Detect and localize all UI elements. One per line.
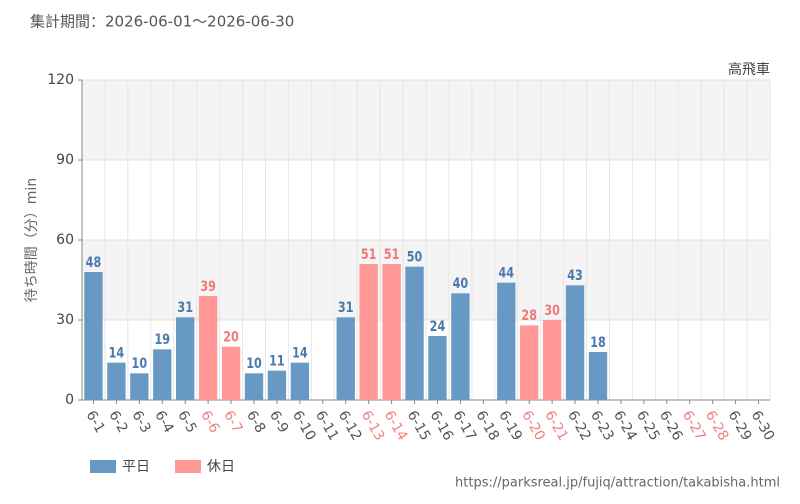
x-tick-label: 6-30: [748, 408, 778, 444]
x-tick-label: 6-15: [404, 408, 434, 444]
value-label: 44: [498, 264, 514, 281]
bar: [221, 346, 241, 400]
x-tick-label: 6-24: [610, 408, 640, 444]
bar: [428, 336, 447, 400]
x-tick-label: 6-1: [83, 408, 108, 436]
legend-swatch: [90, 460, 116, 473]
bar: [497, 282, 516, 400]
x-tick-label: 6-4: [151, 408, 176, 436]
x-tick-label: 6-8: [243, 408, 268, 436]
value-label: 28: [521, 307, 537, 324]
x-tick-label: 6-2: [105, 408, 130, 436]
x-tick-label: 6-11: [312, 408, 342, 444]
bar: [198, 296, 218, 400]
x-tick-label: 6-9: [266, 408, 291, 436]
value-label: 31: [338, 299, 354, 316]
x-tick-label: 6-7: [220, 408, 245, 436]
value-label: 10: [246, 355, 262, 372]
value-label: 24: [430, 318, 446, 335]
legend-swatch: [175, 460, 201, 473]
value-label: 39: [200, 278, 216, 295]
value-label: 14: [292, 344, 308, 361]
legend-label: 平日: [122, 459, 150, 475]
x-tick-label: 6-14: [381, 408, 411, 444]
x-tick-label: 6-3: [128, 408, 153, 436]
value-label: 11: [269, 352, 285, 369]
y-tick-label: 120: [47, 72, 74, 88]
x-tick-label: 6-23: [587, 408, 617, 444]
chart-subtitle: 高飛車: [728, 61, 770, 78]
bar: [542, 320, 562, 400]
x-tick-label: 6-19: [495, 408, 525, 444]
y-tick-label: 0: [65, 392, 74, 408]
bar: [382, 264, 401, 400]
value-label: 50: [407, 248, 423, 265]
value-label: 10: [132, 355, 148, 372]
bar: [359, 264, 378, 400]
x-tick-label: 6-13: [358, 408, 388, 444]
bar: [176, 317, 195, 400]
y-tick-label: 30: [56, 312, 74, 328]
x-tick-label: 6-28: [702, 408, 732, 444]
source-url: https://parksreal.jp/fujiq/attraction/ta…: [455, 476, 780, 491]
x-tick-label: 6-16: [427, 408, 457, 444]
value-label: 51: [384, 246, 400, 263]
chart-title: 集計期間：2026-06-01〜2026-06-30: [30, 13, 294, 31]
y-axis-label: 待ち時間（分）min: [24, 178, 40, 302]
x-tick-label: 6-20: [518, 408, 548, 444]
x-tick-label: 6-21: [541, 408, 571, 444]
bar: [153, 349, 172, 400]
bar: [588, 352, 608, 400]
value-label: 48: [86, 254, 102, 271]
x-tick-label: 6-29: [725, 408, 755, 444]
bar: [107, 362, 126, 400]
bar: [130, 373, 149, 400]
x-tick-label: 6-27: [679, 408, 709, 444]
bar: [520, 325, 539, 400]
bar: [565, 285, 585, 400]
y-tick-label: 90: [56, 152, 74, 168]
x-tick-label: 6-18: [472, 408, 502, 444]
legend-label: 休日: [207, 459, 235, 475]
value-label: 18: [590, 334, 606, 351]
x-tick-label: 6-5: [174, 408, 199, 436]
bar: [451, 293, 470, 400]
value-label: 19: [154, 331, 170, 348]
x-tick-label: 6-10: [289, 408, 319, 444]
value-label: 30: [544, 302, 560, 319]
x-tick-label: 6-12: [335, 408, 365, 444]
x-tick-label: 6-26: [656, 408, 686, 444]
bar: [336, 317, 355, 400]
value-label: 40: [453, 275, 469, 292]
value-label: 31: [177, 299, 193, 316]
value-label: 51: [361, 246, 377, 263]
bar: [290, 362, 310, 400]
value-label: 43: [567, 267, 583, 284]
bar: [84, 272, 103, 400]
x-tick-label: 6-22: [564, 408, 594, 444]
x-tick-label: 6-25: [633, 408, 663, 444]
value-label: 20: [223, 328, 239, 345]
bar: [405, 266, 424, 400]
bar: [267, 370, 287, 400]
value-label: 14: [109, 344, 125, 361]
x-tick-label: 6-17: [449, 408, 479, 444]
x-tick-label: 6-6: [197, 408, 222, 436]
bar: [244, 373, 264, 400]
y-tick-label: 60: [56, 232, 74, 248]
